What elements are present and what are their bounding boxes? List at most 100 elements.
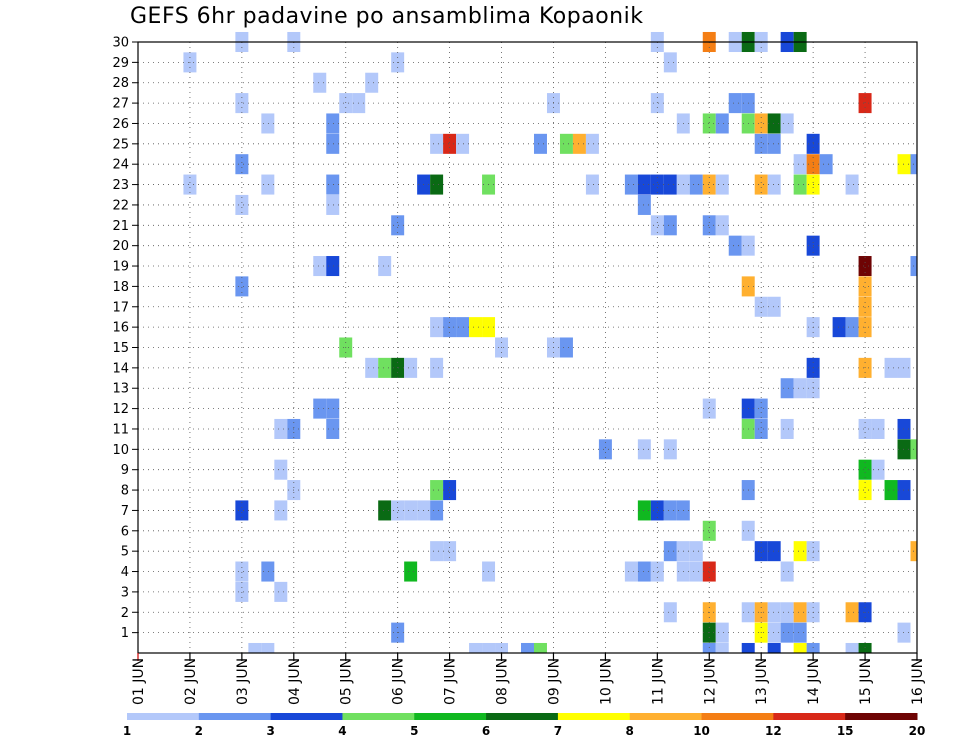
heatmap-cell [378, 256, 392, 277]
heatmap-cell [637, 194, 651, 215]
heatmap-cell [897, 480, 911, 501]
heatmap-cell [624, 561, 638, 582]
heatmap-cell [313, 398, 327, 419]
heatmap-cell [897, 439, 911, 460]
scale-label: 6 [482, 724, 490, 738]
heatmap-cell [430, 541, 444, 562]
y-tick-label: 29 [112, 56, 129, 71]
heatmap-cell [404, 357, 418, 378]
heatmap-cell [858, 276, 872, 297]
heatmap-cell [858, 418, 872, 439]
heatmap-cell [728, 235, 742, 256]
heatmap-cell [780, 622, 794, 643]
y-tick-label: 7 [121, 504, 129, 519]
heatmap-cell [533, 642, 547, 653]
y-tick-label: 5 [121, 545, 129, 560]
color-scale: 1 2 3 4 5 6 7 8 10 12 15 20 [123, 713, 925, 738]
x-tick-label: 09 JUN [546, 658, 562, 705]
heatmap-cell [663, 439, 677, 460]
heatmap-cell [430, 174, 444, 195]
scale-label: 1 [123, 724, 131, 738]
x-tick-label: 12 JUN [702, 658, 718, 705]
x-tick-label: 05 JUN [339, 658, 355, 705]
heatmap-cell [183, 174, 197, 195]
heatmap-cell [443, 480, 457, 501]
heatmap-cell [858, 93, 872, 114]
y-tick-label: 4 [121, 565, 129, 580]
plot-frame [137, 41, 918, 654]
heatmap-cell [339, 93, 353, 114]
heatmap-cell [391, 215, 405, 236]
heatmap-cell [715, 622, 729, 643]
heatmap-cell [391, 500, 405, 521]
x-axis: 01 JUN 02 JUN 03 JUN 04 JUN 05 JUN 06 JUN 07 J… [131, 653, 926, 705]
scale-swatch [701, 713, 774, 720]
heatmap-cell [456, 317, 470, 338]
heatmap-cell [572, 133, 586, 154]
heatmap-cell [793, 154, 807, 175]
heatmap-cell [793, 541, 807, 562]
heatmap-cell [235, 194, 249, 215]
heatmap-cell [754, 398, 768, 419]
heatmap-cell [715, 642, 729, 653]
y-tick-label: 9 [121, 463, 129, 478]
heatmap-cell [754, 174, 768, 195]
y-tick-label: 23 [112, 178, 129, 193]
heatmap-cell [650, 93, 664, 114]
heatmap-cell [767, 296, 781, 317]
heatmap-cell [443, 133, 457, 154]
scale-label: 4 [338, 724, 346, 738]
x-tick-label: 10 JUN [598, 658, 614, 705]
x-tick-label: 11 JUN [650, 658, 666, 705]
heatmap-cell [780, 418, 794, 439]
heatmap-cell [430, 317, 444, 338]
x-tick-label: 02 JUN [183, 658, 199, 705]
y-tick-label: 17 [112, 300, 129, 315]
x-tick-label: 14 JUN [806, 658, 822, 705]
heatmap-cell [585, 133, 599, 154]
y-tick-label: 18 [112, 280, 129, 295]
heatmap-cell [767, 133, 781, 154]
heatmap-cell [884, 480, 898, 501]
y-tick-label: 2 [121, 606, 129, 621]
heatmap-cell [235, 581, 249, 602]
heatmap-cell [663, 52, 677, 73]
heatmap-cell [443, 541, 457, 562]
scale-label: 12 [765, 724, 782, 738]
grid-layer [138, 41, 917, 653]
heatmap-cell [430, 500, 444, 521]
heatmap-cell [897, 622, 911, 643]
heatmap-cell [404, 500, 418, 521]
y-tick-label: 10 [112, 443, 129, 458]
heatmap-cell [663, 602, 677, 623]
heatmap-cell [793, 602, 807, 623]
heatmap-cell [702, 520, 716, 541]
y-tick-label: 11 [112, 422, 129, 437]
heatmap-cell [845, 602, 859, 623]
heatmap-cell [780, 378, 794, 399]
heatmap-cell [482, 642, 496, 653]
heatmap-cell [326, 174, 340, 195]
heatmap-cell [715, 113, 729, 134]
y-tick-label: 28 [112, 76, 129, 91]
heatmap-cell [624, 174, 638, 195]
heatmap-cell [235, 500, 249, 521]
scale-swatch [127, 713, 200, 720]
chart-title: GEFS 6hr padavine po ansamblima Kopaonik [130, 4, 644, 29]
y-tick-label: 14 [112, 361, 129, 376]
heatmap-cell [637, 500, 651, 521]
scale-label: 5 [410, 724, 418, 738]
heatmap-cell [585, 174, 599, 195]
heatmap-cell [313, 72, 327, 93]
heatmap-cell [845, 642, 859, 653]
x-tick-label: 03 JUN [235, 658, 251, 705]
heatmap-cell [741, 642, 755, 653]
heatmap-cell [793, 642, 807, 653]
heatmap-cell [858, 296, 872, 317]
y-tick-label: 1 [121, 626, 129, 641]
y-tick-label: 20 [112, 239, 129, 254]
heatmap-cell [235, 93, 249, 114]
scale-label: 2 [195, 724, 203, 738]
heatmap-cell [858, 480, 872, 501]
heatmap-cell [326, 418, 340, 439]
